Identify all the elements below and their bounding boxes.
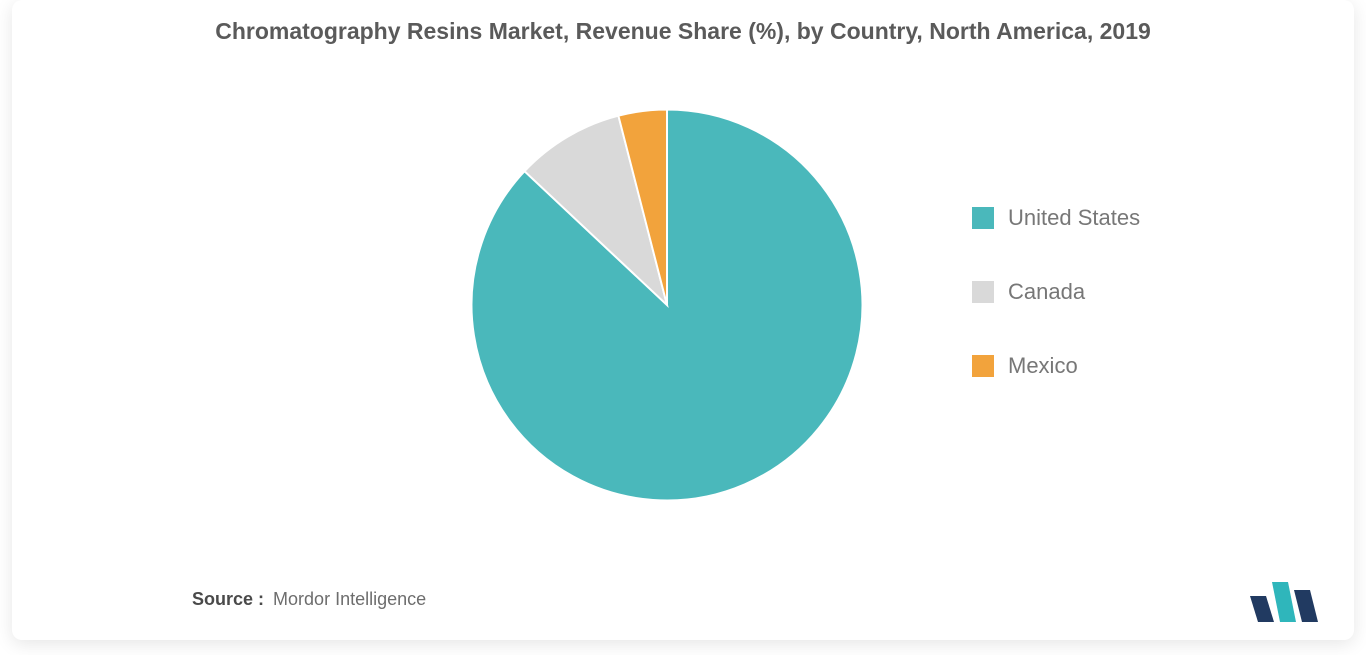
legend-label: Canada (1008, 279, 1085, 305)
source-prefix: Source : (192, 589, 264, 609)
logo-bar (1294, 590, 1318, 622)
chart-card: Chromatography Resins Market, Revenue Sh… (12, 0, 1354, 640)
pie-chart (452, 90, 882, 520)
legend-swatch (972, 207, 994, 229)
legend: United States Canada Mexico (972, 205, 1140, 379)
logo-bar (1272, 582, 1296, 622)
legend-item-united-states: United States (972, 205, 1140, 231)
legend-swatch (972, 355, 994, 377)
logo-svg (1248, 578, 1324, 622)
legend-label: Mexico (1008, 353, 1078, 379)
source-value: Mordor Intelligence (273, 589, 426, 609)
legend-label: United States (1008, 205, 1140, 231)
legend-swatch (972, 281, 994, 303)
mordor-logo-icon (1248, 578, 1324, 622)
chart-area: United States Canada Mexico (12, 70, 1354, 540)
logo-bar (1250, 596, 1274, 622)
legend-item-mexico: Mexico (972, 353, 1140, 379)
chart-title: Chromatography Resins Market, Revenue Sh… (12, 18, 1354, 45)
legend-item-canada: Canada (972, 279, 1140, 305)
pie-svg (452, 90, 882, 520)
source-attribution: Source : Mordor Intelligence (192, 589, 426, 610)
